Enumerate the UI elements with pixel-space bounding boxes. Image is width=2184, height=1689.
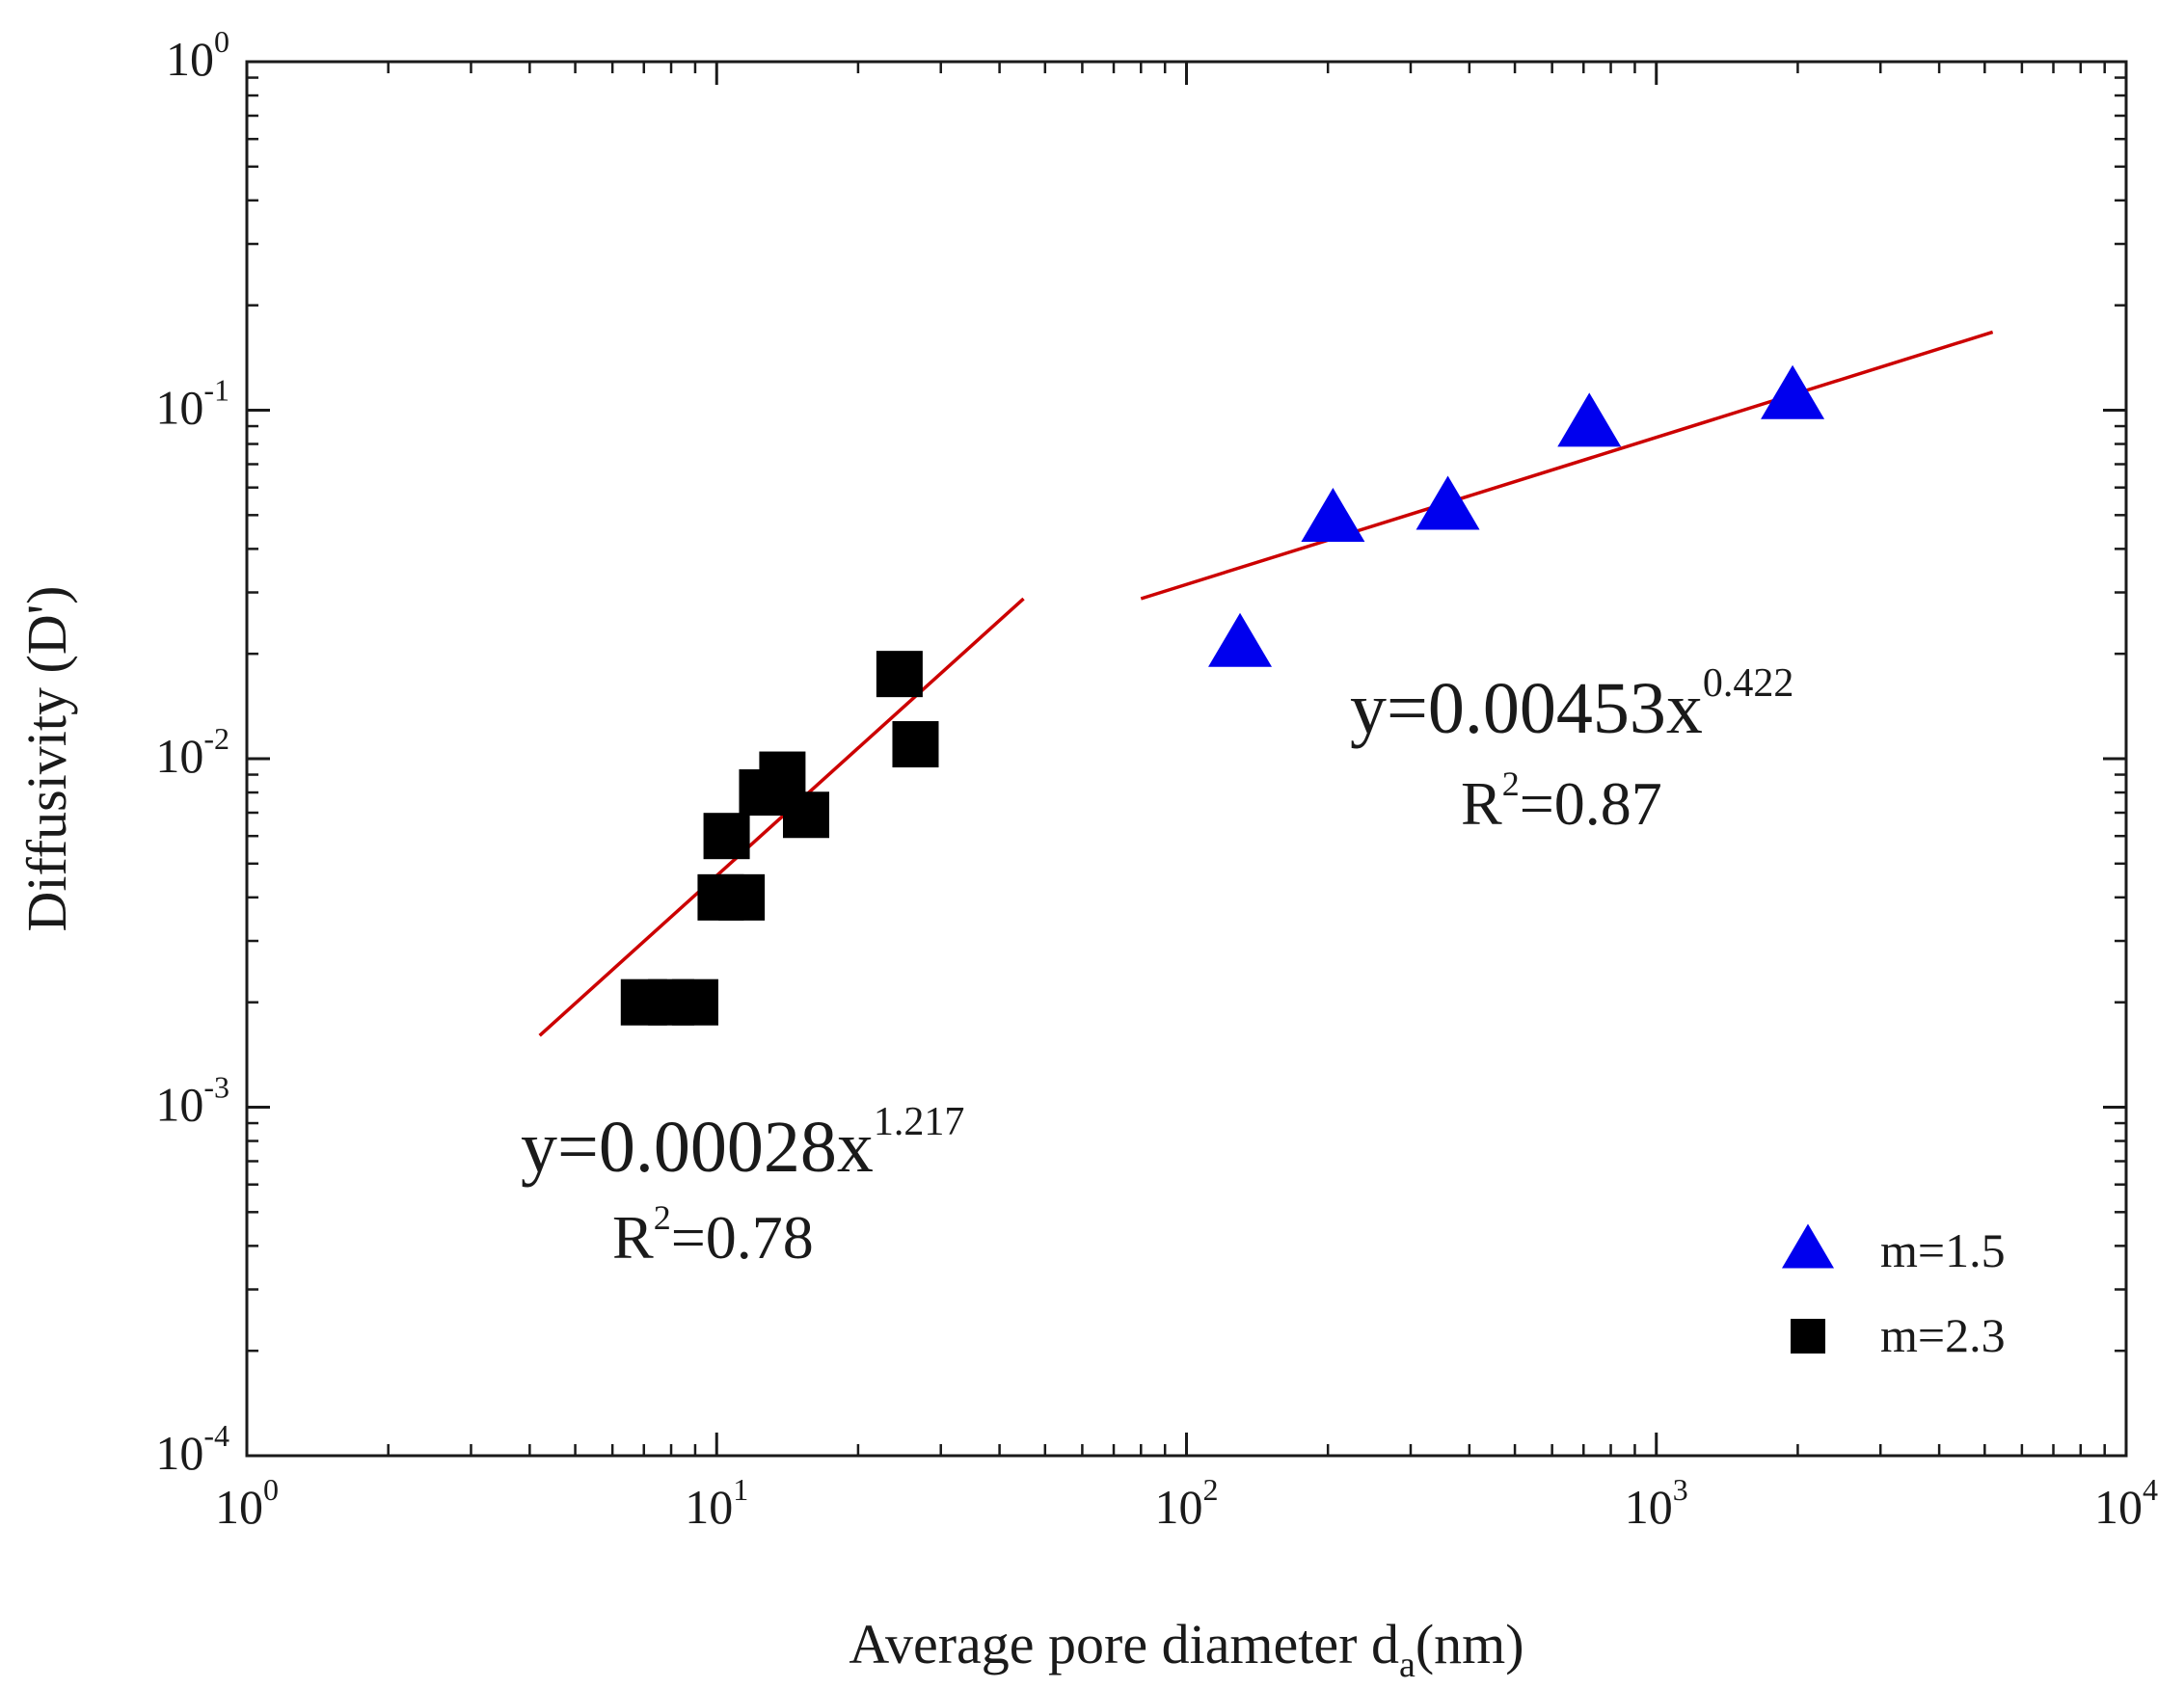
legend-label: m=1.5	[1880, 1223, 2006, 1277]
data-point-m=2.3	[671, 979, 718, 1026]
y-tick-exponent: 0	[214, 24, 229, 59]
x-axis-title-main: Average pore diameter d	[849, 1613, 1399, 1676]
x-tick-base: 10	[2094, 1480, 2143, 1534]
data-point-m=1.5	[1557, 392, 1622, 447]
x-tick-exponent: 4	[2143, 1472, 2158, 1507]
fit-r2-m=1.5: R2=0.87	[1461, 764, 1662, 838]
fit-equation-lead: y=0.00453x	[1350, 668, 1703, 749]
data-point-m=1.5	[1208, 612, 1273, 667]
x-axis-title-subscript: a	[1399, 1645, 1416, 1685]
fit-equation-lead: y=0.00028x	[521, 1107, 874, 1188]
data-points	[620, 364, 1825, 1026]
y-tick-label: 10-2	[155, 721, 229, 783]
fit-line-m=2.3	[538, 597, 1025, 1037]
fit-r2-value: =0.78	[671, 1203, 814, 1272]
data-point-m=1.5	[1416, 475, 1480, 530]
legend-marker-m=2.3	[1791, 1319, 1825, 1354]
y-tick-base: 10	[155, 1078, 203, 1132]
y-tick-base: 10	[155, 1426, 203, 1480]
y-tick-exponent: -2	[203, 721, 229, 756]
fit-equation-exponent: 0.422	[1703, 661, 1794, 706]
x-tick-base: 10	[1625, 1480, 1673, 1534]
x-tick-exponent: 2	[1203, 1472, 1219, 1507]
y-tick-exponent: -3	[203, 1070, 229, 1105]
fit-equation-m=2.3: y=0.00028x1.217	[521, 1100, 964, 1188]
fit-line-m=1.5	[1140, 330, 1994, 601]
legend-marker-m=1.5	[1782, 1223, 1834, 1269]
data-point-m=1.5	[1301, 488, 1365, 543]
y-tick-exponent: -1	[203, 373, 229, 408]
data-point-m=1.5	[1761, 364, 1825, 419]
x-tick-base: 10	[215, 1480, 263, 1534]
data-point-m=2.3	[718, 873, 766, 921]
x-tick-base: 10	[685, 1480, 733, 1534]
y-tick-exponent: -4	[203, 1418, 229, 1453]
annotations: y=0.00028x1.217R2=0.78y=0.00453x0.422R2=…	[521, 661, 1793, 1272]
x-axis-title: Average pore diameter da(nm)	[849, 1613, 1523, 1685]
legend: m=1.5 m=2.3	[1782, 1223, 2006, 1362]
fit-r2-letter: R	[1461, 769, 1502, 838]
x-tick-label: 103	[1625, 1472, 1688, 1534]
y-tick-label: 10-4	[155, 1418, 229, 1480]
x-tick-label: 101	[685, 1472, 748, 1534]
x-tick-exponent: 0	[263, 1472, 279, 1507]
x-axis-title-unit: (nm)	[1416, 1613, 1524, 1676]
data-point-m=2.3	[892, 721, 939, 768]
data-point-m=2.3	[876, 651, 923, 698]
fit-r2-superscript: 2	[1502, 764, 1520, 803]
fit-r2-letter: R	[612, 1203, 654, 1272]
legend-label: m=2.3	[1880, 1308, 2006, 1362]
fit-lines	[538, 330, 1994, 1037]
fit-equation-m=1.5: y=0.00453x0.422	[1350, 661, 1793, 749]
x-tick-label: 102	[1155, 1472, 1219, 1534]
fit-r2-m=2.3: R2=0.78	[612, 1198, 814, 1272]
axes: 100 101 102 103 10410-410-310-210-1100Averag…	[15, 24, 2158, 1685]
x-tick-label: 100	[215, 1472, 279, 1534]
y-tick-label: 10-3	[155, 1070, 229, 1132]
fit-equation-exponent: 1.217	[874, 1100, 965, 1144]
x-tick-exponent: 1	[733, 1472, 748, 1507]
fit-r2-superscript: 2	[654, 1198, 671, 1237]
y-tick-base: 10	[155, 729, 203, 783]
y-tick-label: 10-1	[155, 373, 229, 435]
x-tick-exponent: 3	[1673, 1472, 1688, 1507]
data-point-m=2.3	[759, 751, 806, 798]
y-tick-base: 10	[166, 32, 214, 86]
y-axis-title: Diffusivity (D')	[15, 586, 78, 932]
x-tick-base: 10	[1155, 1480, 1203, 1534]
x-tick-label: 104	[2094, 1472, 2158, 1534]
plot-frame	[245, 60, 2128, 1458]
y-tick-base: 10	[155, 381, 203, 435]
data-point-m=2.3	[703, 813, 750, 860]
fit-r2-value: =0.87	[1520, 769, 1662, 838]
data-point-m=2.3	[782, 791, 829, 839]
y-tick-label: 100	[166, 24, 229, 86]
